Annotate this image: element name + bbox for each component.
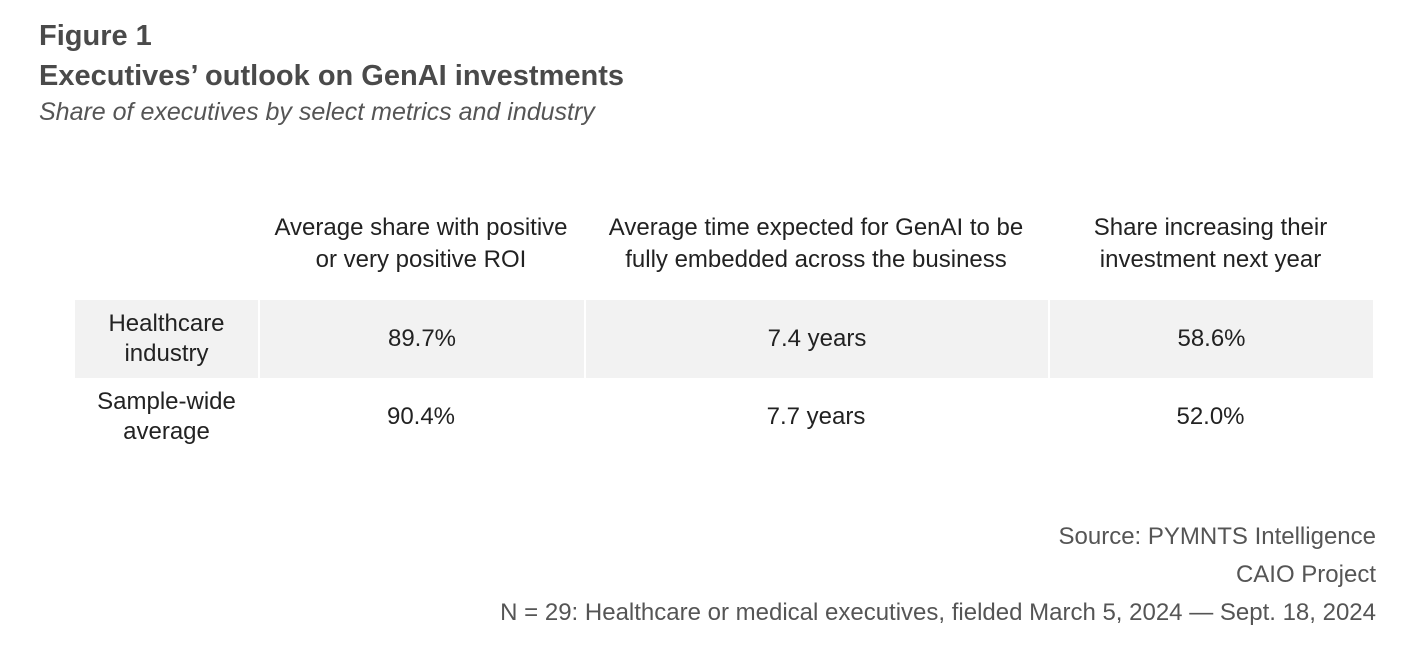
source-line: Source: PYMNTS Intelligence (1058, 523, 1376, 550)
row-label: Healthcare industry (75, 300, 258, 378)
cell-increasing-investment: 58.6% (1048, 300, 1373, 378)
cell-roi: 90.4% (386, 403, 456, 430)
cell-time-to-embed: 7.4 years (584, 300, 1048, 378)
column-header-roi: Average share with positive or very posi… (274, 214, 568, 273)
table-row: Healthcare industry 89.7% 7.4 years 58.6… (75, 300, 1373, 378)
table-header-row: Average share with positive or very posi… (75, 192, 1373, 300)
cell-roi: 89.7% (258, 300, 584, 378)
source-notes: Source: PYMNTS Intelligence CAIO Project… (500, 518, 1376, 632)
row-label: Sample-wide average (97, 388, 236, 445)
figure-label: Figure 1 (39, 20, 152, 52)
cell-increasing-investment: 52.0% (1176, 403, 1245, 430)
source-line: CAIO Project (1235, 561, 1376, 588)
column-header-row-label (75, 192, 258, 300)
cell-time-to-embed: 7.7 years (766, 403, 866, 430)
column-header-time-to-embed: Average time expected for GenAI to be fu… (608, 214, 1024, 273)
metrics-table: Average share with positive or very posi… (75, 192, 1373, 456)
sample-note: N = 29: Healthcare or medical executives… (500, 599, 1376, 626)
column-header-increasing-investment: Share increasing their investment next y… (1093, 214, 1328, 273)
table-row: Sample-wide average 90.4% 7.7 years 52.0… (75, 378, 1373, 456)
figure-title: Executives’ outlook on GenAI investments (39, 60, 624, 92)
figure-subtitle: Share of executives by select metrics an… (39, 98, 595, 126)
